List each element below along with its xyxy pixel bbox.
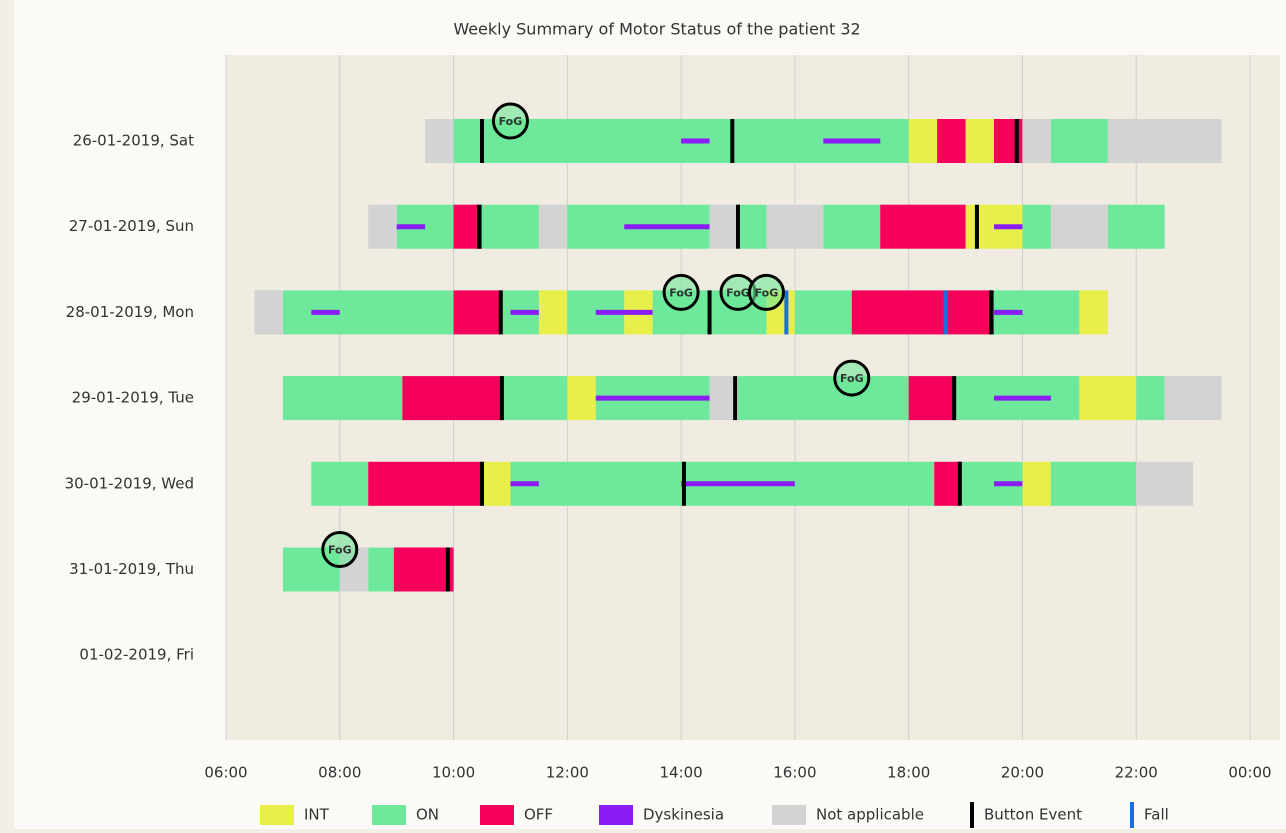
state-segment	[934, 462, 960, 506]
state-segment	[795, 290, 852, 334]
state-segment	[1108, 119, 1222, 163]
legend-label: Button Event	[984, 806, 1082, 824]
x-tick-label: 14:00	[659, 764, 702, 782]
state-segment	[454, 290, 500, 334]
state-segment	[425, 119, 453, 163]
state-segment	[766, 205, 823, 249]
state-segment	[283, 376, 402, 420]
state-segment	[880, 205, 965, 249]
fog-label: FoG	[669, 286, 693, 299]
y-tick-label: 31-01-2019, Thu	[69, 560, 194, 578]
state-segment	[482, 205, 539, 249]
x-tick-label: 22:00	[1115, 764, 1158, 782]
state-segment	[1136, 376, 1164, 420]
state-segment	[1079, 290, 1107, 334]
state-segment	[1136, 462, 1193, 506]
state-segment	[368, 205, 396, 249]
state-segment	[823, 205, 880, 249]
x-tick-label: 06:00	[204, 764, 247, 782]
fog-label: FoG	[328, 544, 352, 557]
y-tick-label: 26-01-2019, Sat	[73, 132, 194, 150]
legend-swatch	[772, 805, 806, 825]
state-segment	[394, 548, 454, 592]
state-segment	[1022, 119, 1050, 163]
state-segment	[311, 462, 368, 506]
fog-label: FoG	[840, 372, 864, 385]
legend-label: Dyskinesia	[643, 806, 724, 824]
legend-swatch	[260, 805, 294, 825]
x-tick-label: 12:00	[546, 764, 589, 782]
y-tick-label: 27-01-2019, Sun	[69, 217, 194, 235]
legend-swatch	[480, 805, 514, 825]
state-segment	[1051, 119, 1108, 163]
legend-label: OFF	[524, 806, 553, 824]
y-tick-label: 30-01-2019, Wed	[65, 474, 194, 492]
state-segment	[1051, 205, 1108, 249]
state-segment	[283, 290, 454, 334]
chart-title: Weekly Summary of Motor Status of the pa…	[453, 20, 860, 39]
state-segment	[567, 376, 595, 420]
state-segment	[482, 462, 510, 506]
legend-swatch	[599, 805, 633, 825]
state-segment	[502, 376, 567, 420]
x-tick-label: 20:00	[1001, 764, 1044, 782]
legend-label: Not applicable	[816, 806, 924, 824]
state-segment	[539, 205, 567, 249]
state-segment	[368, 548, 394, 592]
state-segment	[368, 462, 482, 506]
legend-label: INT	[304, 806, 330, 824]
state-segment	[1108, 205, 1165, 249]
x-tick-label: 18:00	[887, 764, 930, 782]
state-segment	[539, 290, 567, 334]
state-segment	[710, 205, 738, 249]
state-segment	[1022, 205, 1050, 249]
state-segment	[1022, 462, 1050, 506]
state-segment	[254, 290, 282, 334]
legend-label: ON	[416, 806, 439, 824]
state-segment	[1051, 462, 1136, 506]
x-tick-label: 16:00	[773, 764, 816, 782]
state-segment	[937, 119, 965, 163]
state-segment	[909, 376, 955, 420]
y-tick-label: 29-01-2019, Tue	[72, 389, 194, 407]
state-segment	[402, 376, 502, 420]
y-tick-label: 28-01-2019, Mon	[66, 303, 194, 321]
state-segment	[1079, 376, 1136, 420]
state-segment	[1165, 376, 1222, 420]
state-segment	[966, 119, 994, 163]
fog-label: FoG	[499, 115, 523, 128]
state-segment	[852, 290, 994, 334]
fog-label: FoG	[755, 286, 779, 299]
state-segment	[738, 205, 766, 249]
legend-label: Fall	[1144, 806, 1169, 824]
fog-label: FoG	[726, 286, 750, 299]
y-tick-label: 01-02-2019, Fri	[79, 646, 194, 664]
chart: Weekly Summary of Motor Status of the pa…	[0, 0, 1286, 829]
state-segment	[909, 119, 937, 163]
legend-swatch	[372, 805, 406, 825]
x-tick-label: 08:00	[318, 764, 361, 782]
x-tick-label: 10:00	[432, 764, 475, 782]
state-segment	[738, 376, 909, 420]
page: {"chart_data": { "type": "timeline", "ti…	[0, 0, 1286, 829]
x-tick-label: 00:00	[1228, 764, 1271, 782]
